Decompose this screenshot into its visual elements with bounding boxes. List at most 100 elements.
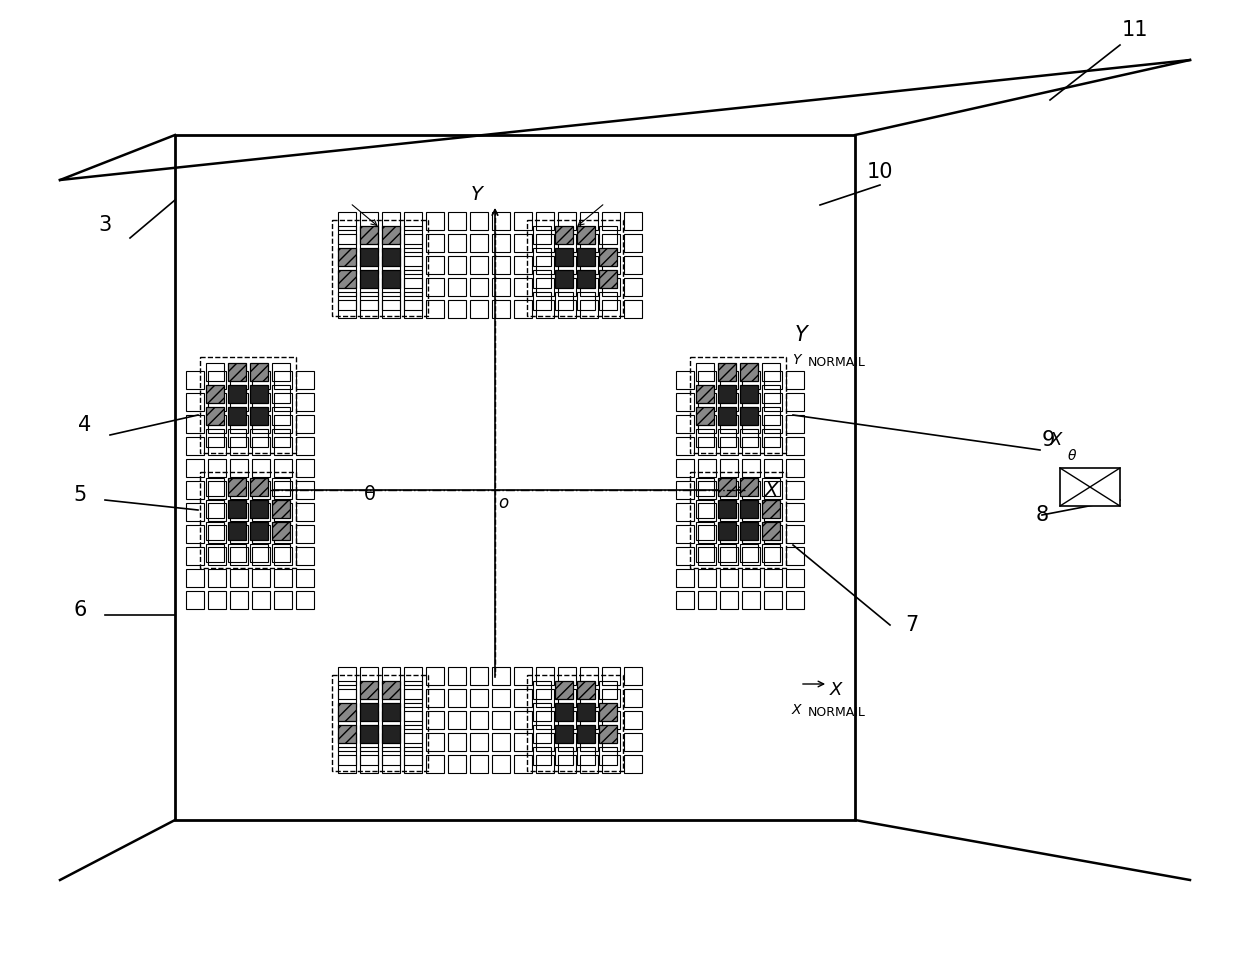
Bar [527,675,623,771]
Bar [762,478,781,496]
Bar [598,292,617,310]
Bar [296,371,313,389]
Bar [740,478,758,496]
Bar [274,415,292,433]
Bar [208,591,225,609]
Bar [361,689,378,707]
Bar [338,278,356,296]
Text: 11: 11 [1121,20,1149,40]
Bar [470,212,488,230]
Bar [273,522,290,540]
Bar [698,569,716,587]
Bar [274,393,292,411]
Bar [228,544,247,562]
Bar [786,459,804,477]
Bar [740,363,758,381]
Bar [742,547,760,565]
Bar [250,544,268,562]
Bar [228,478,247,496]
Bar [273,500,290,518]
Bar [624,212,642,230]
Bar [252,437,270,455]
Bar [764,547,782,565]
Bar [252,547,270,565]
Bar [296,525,313,543]
Bar [338,689,356,707]
Bar [449,234,466,252]
Bar [602,256,620,274]
Bar [470,689,488,707]
Bar [208,371,225,389]
Bar [536,234,554,252]
Bar [296,547,313,565]
Bar [577,681,595,699]
Bar [186,591,204,609]
Bar [361,725,378,743]
Bar [717,363,736,381]
Bar [676,415,694,433]
Bar [624,667,642,685]
Bar [698,591,716,609]
Bar [186,459,204,477]
Bar [492,733,510,751]
Bar [514,234,532,252]
Bar [382,689,400,707]
Bar [764,591,782,609]
Bar [470,711,488,729]
Bar [404,234,422,252]
Bar [338,300,356,318]
Bar [404,226,422,244]
Bar [404,733,422,751]
Bar [527,220,623,316]
Bar [208,481,225,499]
Bar [533,270,551,288]
Bar [449,689,466,707]
Bar [676,503,694,521]
Bar [624,300,642,318]
Text: Y: Y [795,325,808,345]
Bar [786,393,804,411]
Bar [230,525,248,543]
Bar [382,270,400,288]
Bar [208,569,225,587]
Bar [338,725,356,743]
Bar [577,747,595,765]
Bar [382,212,400,230]
Bar [558,212,576,230]
Bar [720,415,738,433]
Bar [676,437,694,455]
Bar [186,503,204,521]
Bar [274,503,292,521]
Bar [404,292,422,310]
Bar [338,733,356,751]
Bar [230,547,248,565]
Bar [558,278,576,296]
Bar [361,703,378,721]
Bar [786,503,804,521]
Bar [361,256,378,274]
Bar [470,234,488,252]
Bar [206,544,224,562]
Bar [555,226,572,244]
Bar [764,569,782,587]
Bar [577,725,595,743]
Bar [762,407,781,425]
Bar [250,385,268,403]
Bar [762,522,781,540]
Bar [602,689,620,707]
Bar [742,591,760,609]
Bar [580,256,598,274]
Bar [382,711,400,729]
Bar [449,300,466,318]
Text: Y: Y [471,185,483,205]
Bar [470,755,488,773]
Bar [720,525,738,543]
Bar [449,711,466,729]
Bar [206,429,224,447]
Bar [580,733,598,751]
Bar [470,733,488,751]
Bar [742,371,760,389]
Bar [404,755,422,773]
Bar [361,681,378,699]
Bar [580,278,598,296]
